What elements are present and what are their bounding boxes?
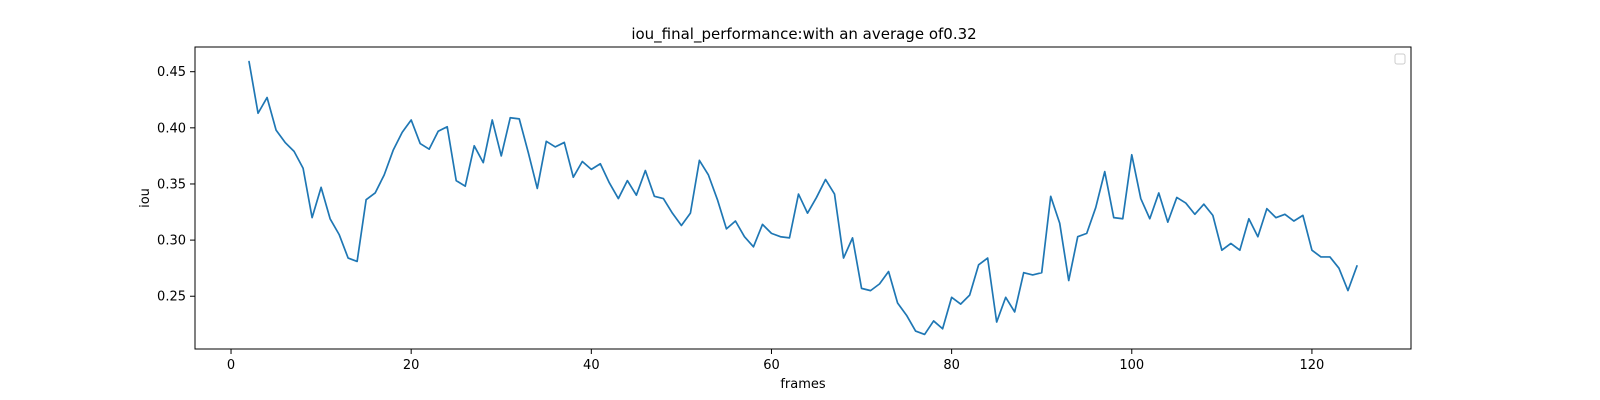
x-tick-label: 20	[403, 358, 420, 373]
series-line	[248, 60, 1358, 336]
y-axis-label: iou	[138, 188, 153, 208]
x-axis-label: frames	[780, 377, 826, 392]
x-tick-label: 80	[943, 358, 960, 373]
chart-title: iou_final_performance:with an average of…	[631, 25, 976, 44]
y-tick-label: 0.30	[157, 234, 186, 249]
y-tick-label: 0.25	[157, 290, 186, 305]
y-tick-label: 0.35	[157, 177, 186, 192]
y-tick-label: 0.40	[157, 121, 186, 136]
y-tick-label: 0.45	[157, 65, 186, 80]
legend-box	[1394, 53, 1406, 65]
x-tick-label: 100	[1119, 358, 1144, 373]
plot-area-frame	[194, 46, 1412, 350]
y-axis-ticks: 0.25 0.30 0.35 0.40 0.45	[157, 65, 195, 305]
x-axis-ticks: 0 20 40 60 80 100 120	[227, 349, 1324, 373]
x-tick-label: 120	[1300, 358, 1325, 373]
x-tick-label: 40	[583, 358, 600, 373]
x-tick-label: 0	[227, 358, 235, 373]
x-tick-label: 60	[763, 358, 780, 373]
